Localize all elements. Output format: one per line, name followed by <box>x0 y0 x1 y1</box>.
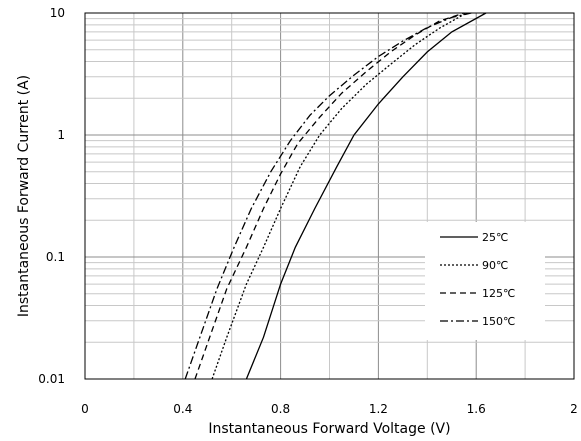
series-layer <box>184 12 487 380</box>
x-tick-label: 0.4 <box>173 402 192 416</box>
x-tick-label: 1.6 <box>467 402 486 416</box>
x-tick-labels: 0 0.4 0.8 1.2 1.6 2 <box>81 402 578 416</box>
y-tick-label: 10 <box>50 6 65 20</box>
series-line-2 <box>194 12 465 380</box>
y-tick-label: 0.01 <box>38 372 65 386</box>
y-axis-label: Instantaneous Forward Current (A) <box>16 75 32 317</box>
y-tick-label: 0.1 <box>46 250 65 264</box>
x-tick-label: 0.8 <box>271 402 290 416</box>
plot-frame <box>84 12 575 380</box>
series-line-3 <box>184 12 472 380</box>
legend: 25℃ 90℃ 125℃ 150℃ <box>425 222 545 340</box>
legend-label-3: 150℃ <box>482 315 515 328</box>
y-tick-label: 1 <box>57 128 65 142</box>
series-line-0 <box>245 12 487 380</box>
legend-box <box>425 222 545 340</box>
x-tick-label: 1.2 <box>369 402 388 416</box>
legend-label-1: 90℃ <box>482 259 508 272</box>
x-tick-label: 2 <box>570 402 578 416</box>
legend-label-2: 125℃ <box>482 287 515 300</box>
x-axis-label: Instantaneous Forward Voltage (V) <box>208 421 450 437</box>
series-line-1 <box>211 12 467 380</box>
y-tick-labels: 0.01 0.1 1 10 <box>38 6 65 386</box>
x-tick-label: 0 <box>81 402 89 416</box>
legend-label-0: 25℃ <box>482 231 508 244</box>
